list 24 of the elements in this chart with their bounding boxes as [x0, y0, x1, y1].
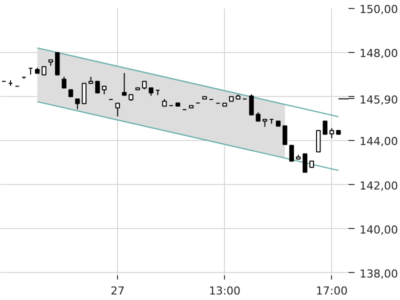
candlestick — [55, 52, 60, 76]
candlestick — [62, 76, 66, 89]
candlestick — [302, 153, 308, 173]
candlestick — [122, 72, 127, 96]
y-tick-label: 142,00 — [360, 179, 398, 192]
candlestick — [115, 102, 120, 117]
candlestick — [282, 125, 288, 145]
x-tick-label: 27 — [110, 284, 125, 298]
candlestick — [289, 144, 294, 162]
candlestick — [329, 128, 334, 139]
candlestick — [95, 80, 100, 94]
candlestick — [82, 82, 86, 104]
candlestick — [75, 98, 80, 110]
x-tick-label: 17:00 — [316, 284, 348, 298]
candlestick — [249, 94, 254, 116]
ref-line-label: 145,90 — [360, 93, 398, 106]
x-tick-label: 13:00 — [208, 284, 241, 298]
y-tick-label: 138,00 — [360, 267, 398, 280]
y-tick-label: 148,00 — [360, 47, 398, 60]
candlestick — [322, 120, 328, 135]
y-tick-label: 144,00 — [360, 135, 398, 148]
candlestick — [316, 130, 321, 152]
y-tick-label: 140,00 — [360, 223, 398, 236]
y-tick-label: 150,00 — [360, 3, 398, 16]
